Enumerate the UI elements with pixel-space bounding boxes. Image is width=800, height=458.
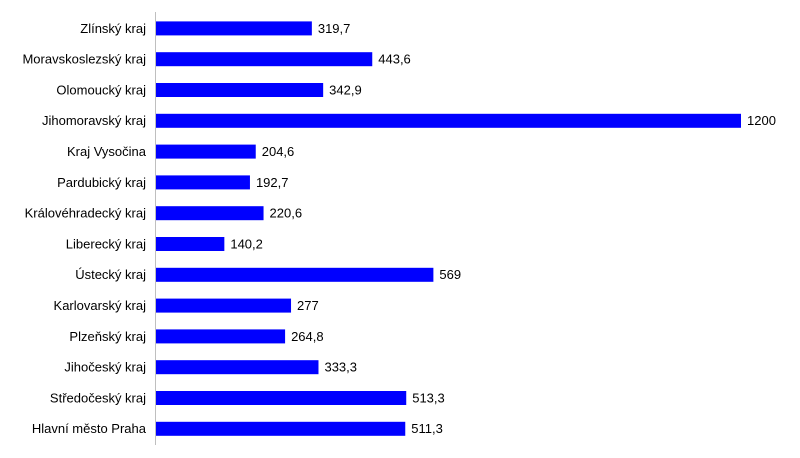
bar	[156, 52, 373, 67]
value-label: 319,7	[318, 21, 351, 36]
bar	[156, 206, 264, 221]
value-label: 277	[297, 298, 319, 313]
value-label: 342,9	[329, 82, 362, 97]
bar	[156, 267, 434, 282]
value-label: 264,8	[291, 329, 324, 344]
value-label: 513,3	[412, 390, 445, 405]
bar	[156, 21, 312, 36]
category-label: Pardubický kraj	[57, 175, 146, 190]
value-label: 204,6	[262, 144, 295, 159]
bar	[156, 175, 250, 190]
category-label: Olomoucký kraj	[56, 82, 146, 97]
category-label: Jihočeský kraj	[64, 360, 146, 375]
category-label: Zlínský kraj	[80, 21, 146, 36]
category-label: Karlovarský kraj	[54, 298, 147, 313]
bar	[156, 298, 292, 313]
category-label: Moravskoslezský kraj	[22, 52, 146, 67]
value-label: 220,6	[270, 206, 303, 221]
value-label: 443,6	[378, 52, 411, 67]
category-label: Ústecký kraj	[75, 267, 146, 282]
category-label: Plzeňský kraj	[69, 329, 146, 344]
value-label: 140,2	[230, 236, 263, 251]
bar	[156, 421, 406, 436]
value-label: 1200	[747, 113, 776, 128]
value-label: 511,3	[411, 421, 443, 436]
bar	[156, 360, 319, 375]
category-label: Královéhradecký kraj	[25, 206, 146, 221]
category-label: Jihomoravský kraj	[42, 113, 146, 128]
category-label: Kraj Vysočina	[67, 144, 147, 159]
bar	[156, 113, 741, 128]
value-label: 569	[439, 267, 461, 282]
bar	[156, 237, 225, 251]
category-label: Liberecký kraj	[66, 236, 146, 251]
category-label: Středočeský kraj	[50, 390, 146, 405]
category-label: Hlavní město Praha	[32, 421, 147, 436]
bar	[156, 144, 256, 159]
value-label: 333,3	[324, 360, 357, 375]
bar	[156, 329, 286, 344]
bar	[156, 83, 324, 97]
value-label: 192,7	[256, 175, 289, 190]
bar	[156, 391, 407, 405]
